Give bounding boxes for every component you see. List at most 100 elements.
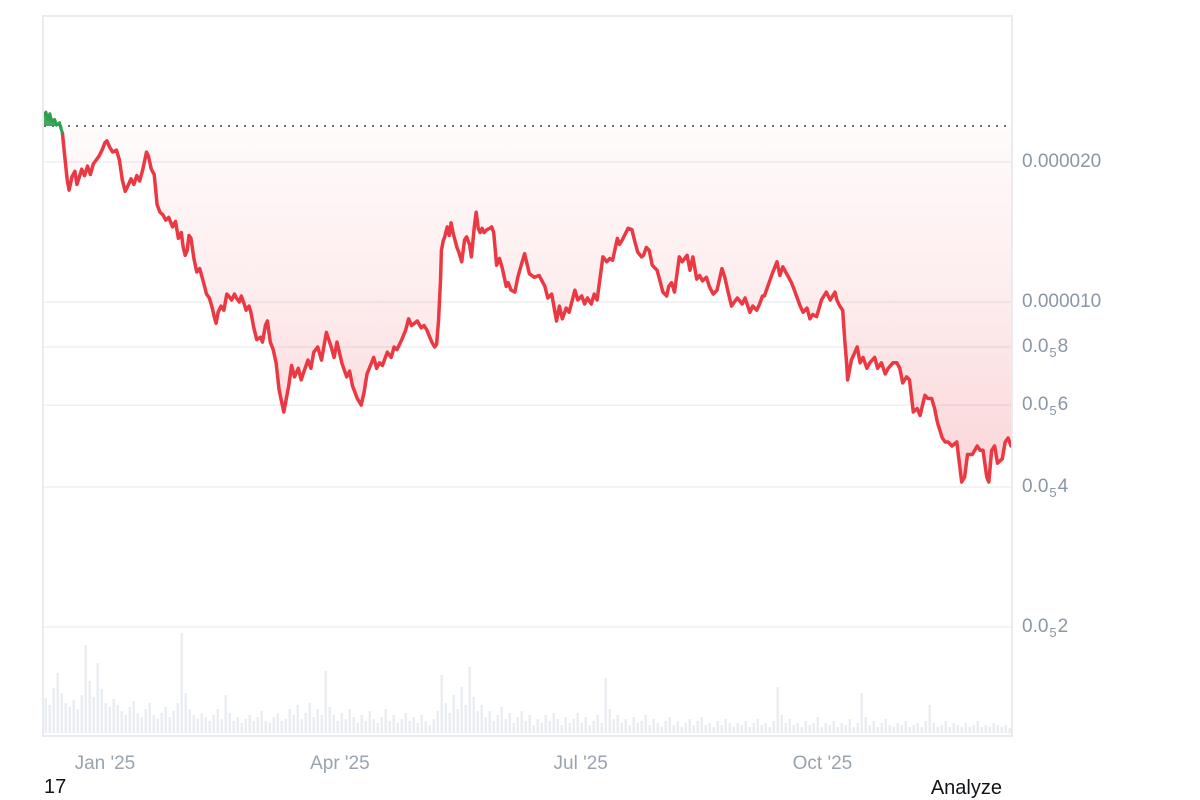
volume-bar: [324, 671, 327, 733]
volume-bar: [928, 705, 931, 733]
volume-bar: [656, 723, 659, 733]
volume-bar: [864, 717, 867, 733]
volume-bar: [628, 725, 631, 733]
volume-bar: [636, 723, 639, 733]
volume-bar: [496, 715, 499, 733]
volume-bar: [884, 719, 887, 733]
price-line-red: [60, 131, 1011, 484]
volume-bar: [484, 717, 487, 733]
analyze-button[interactable]: Analyze: [930, 777, 1002, 799]
volume-bar: [644, 715, 647, 733]
volume-bar: [612, 719, 615, 733]
volume-bar: [956, 725, 959, 733]
volume-bar: [712, 727, 715, 733]
volume-bar: [808, 725, 811, 733]
volume-bar: [432, 719, 435, 733]
volume-bar: [828, 725, 831, 733]
volume-bar: [840, 723, 843, 733]
volume-bar: [72, 700, 75, 733]
volume-bar: [476, 711, 479, 733]
volume-bar: [356, 723, 359, 733]
volume-bar: [836, 727, 839, 733]
volume-bar: [128, 707, 131, 733]
volume-bar: [640, 721, 643, 733]
volume-bar: [288, 709, 291, 733]
y-axis-label: 0.052: [1022, 616, 1069, 640]
volume-bar: [248, 715, 251, 733]
volume-bar: [504, 719, 507, 733]
volume-bar: [320, 715, 323, 733]
volume-bar: [336, 721, 339, 733]
volume-bar: [764, 723, 767, 733]
volume-bar: [804, 721, 807, 733]
volume-bar: [576, 713, 579, 733]
volume-bar: [332, 715, 335, 733]
volume-bar: [988, 727, 991, 733]
volume-bar: [404, 713, 407, 733]
volume-bar: [936, 727, 939, 733]
volume-bar: [548, 721, 551, 733]
volume-bar: [732, 727, 735, 733]
volume-bar: [860, 693, 863, 733]
volume-bar: [652, 719, 655, 733]
volume-bar: [512, 723, 515, 733]
volume-bar: [56, 673, 59, 733]
volume-bar: [152, 715, 155, 733]
volume-bar: [340, 713, 343, 733]
volume-bar: [456, 709, 459, 733]
volume-bar: [940, 725, 943, 733]
y-axis-label: 0.054: [1022, 476, 1069, 501]
volume-bar: [424, 721, 427, 733]
volume-bar: [472, 697, 475, 733]
volume-bar: [200, 713, 203, 733]
volume-bar: [464, 705, 467, 733]
volume-bar: [400, 719, 403, 733]
volume-bar: [648, 725, 651, 733]
volume-bar: [108, 707, 111, 733]
volume-bar: [624, 719, 627, 733]
volume-bar: [912, 725, 915, 733]
volume-bar: [220, 719, 223, 733]
x-axis-label: Apr '25: [310, 753, 370, 774]
volume-bar: [852, 727, 855, 733]
volume-bar: [64, 703, 67, 733]
volume-bar: [572, 719, 575, 733]
volume-bar: [1008, 728, 1011, 733]
volume-bar: [668, 717, 671, 733]
volume-bar: [264, 721, 267, 733]
volume-bar: [480, 705, 483, 733]
volume-bar: [952, 723, 955, 733]
volume-bar: [684, 723, 687, 733]
volume-bar: [376, 723, 379, 733]
volume-bar: [124, 715, 127, 733]
volume-bar: [144, 709, 147, 733]
volume-bar: [972, 725, 975, 733]
volume-bar: [812, 723, 815, 733]
volume-bar: [1004, 725, 1007, 733]
volume-bar: [88, 681, 91, 733]
volume-bar: [508, 713, 511, 733]
volume-bar: [156, 719, 159, 733]
volume-bar: [524, 721, 527, 733]
volume-bar: [680, 727, 683, 733]
volume-bar: [568, 723, 571, 733]
volume-bar: [820, 727, 823, 733]
chart-plot-area[interactable]: [42, 15, 1013, 737]
volume-bar: [788, 719, 791, 733]
volume-bar: [212, 715, 215, 733]
volume-bar: [384, 709, 387, 733]
volume-bar: [908, 727, 911, 733]
volume-bar: [116, 705, 119, 733]
volume-bar: [292, 715, 295, 733]
volume-bar: [204, 717, 207, 733]
volume-bar: [588, 725, 591, 733]
volume-bar: [460, 687, 463, 733]
volume-bar: [692, 725, 695, 733]
volume-bar: [80, 695, 83, 733]
volume-bar: [796, 723, 799, 733]
x-axis-label: Oct '25: [792, 753, 853, 774]
volume-bar: [312, 717, 315, 733]
price-line-green: [44, 110, 64, 135]
volume-bar: [600, 723, 603, 733]
volume-bar: [996, 725, 999, 733]
